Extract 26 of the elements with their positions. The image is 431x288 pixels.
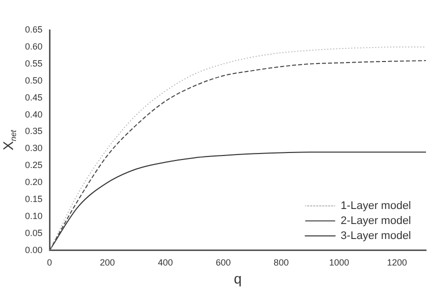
x-axis-title: q xyxy=(234,270,242,286)
x-tick-label: 600 xyxy=(216,257,231,268)
x-tick-label: 1200 xyxy=(387,257,408,268)
x-tick-label: 0 xyxy=(47,257,52,268)
y-tick-label: 0.20 xyxy=(24,177,43,188)
y-tick-label: 0.40 xyxy=(24,109,43,120)
y-tick-label: 0.00 xyxy=(24,244,43,255)
y-tick-label: 0.25 xyxy=(24,160,43,170)
y-tick-label: 0.55 xyxy=(24,58,43,68)
y-tick-label: 0.65 xyxy=(24,24,43,34)
y-axis-title: Xnet xyxy=(0,129,18,150)
legend-label: 3-Layer model xyxy=(340,230,412,242)
y-tick-label: 0.30 xyxy=(24,143,43,154)
y-tick-label: 0.60 xyxy=(24,41,43,52)
legend-label: 2-Layer model xyxy=(340,214,412,227)
x-tick-label: 400 xyxy=(158,257,173,268)
y-tick-label: 0.05 xyxy=(24,228,43,238)
y-tick-label: 0.10 xyxy=(24,210,43,221)
x-tick-label: 200 xyxy=(100,257,115,268)
x-tick-label: 1000 xyxy=(329,257,350,268)
x-tick-label: 800 xyxy=(274,257,289,268)
y-tick-label: 0.50 xyxy=(24,75,43,86)
y-tick-label: 0.45 xyxy=(24,92,43,102)
y-tick-label: 0.35 xyxy=(24,126,43,136)
y-tick-label: 0.15 xyxy=(24,194,43,204)
legend-label: 1-Layer model xyxy=(340,200,412,212)
